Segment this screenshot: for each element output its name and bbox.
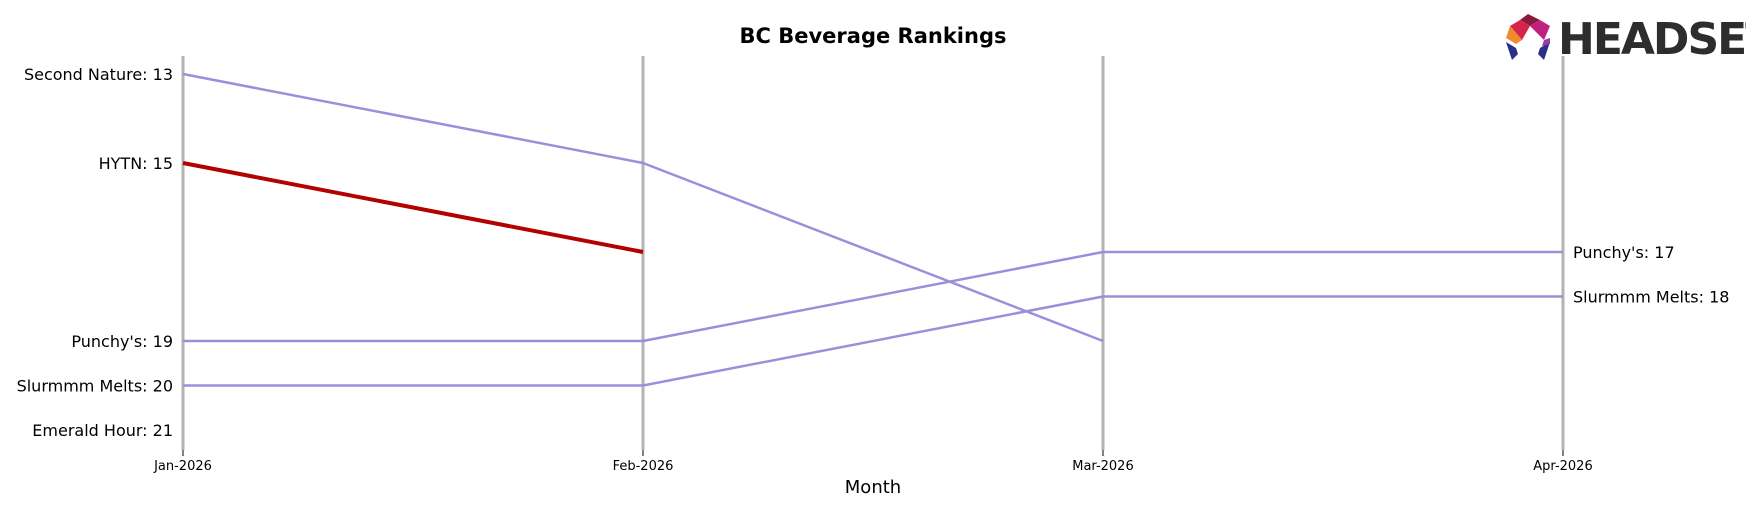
left-rank-label: Emerald Hour: 21: [32, 421, 173, 440]
headset-logo-icon: [1506, 14, 1550, 60]
x-tick-label: Apr-2026: [1533, 459, 1592, 474]
headset-logo-text: HEADSET: [1558, 14, 1746, 65]
x-tick-label: Jan-2026: [153, 459, 212, 474]
left-rank-labels: Second Nature: 13 HYTN: 15 Punchy's: 19 Slu…: [17, 65, 173, 440]
left-rank-label: HYTN: 15: [99, 154, 173, 173]
chart-title: BC Beverage Rankings: [740, 24, 1007, 48]
x-tick-label: Feb-2026: [613, 459, 674, 474]
series-line: [183, 295, 1563, 387]
series-lines: [182, 72, 1563, 387]
right-rank-label: Slurmmm Melts: 18: [1573, 288, 1729, 307]
series-line: [183, 250, 1563, 343]
right-rank-label: Punchy's: 17: [1573, 243, 1675, 262]
left-rank-label: Second Nature: 13: [24, 65, 173, 84]
x-axis-title: Month: [845, 477, 901, 498]
left-rank-label: Slurmmm Melts: 20: [17, 377, 173, 396]
left-rank-label: Punchy's: 19: [71, 332, 173, 351]
headset-logo: HEADSET: [1506, 14, 1746, 65]
right-rank-labels: Punchy's: 17 Slurmmm Melts: 18: [1573, 243, 1729, 307]
series-line: [182, 161, 644, 254]
x-tick-label: Mar-2026: [1072, 459, 1133, 474]
x-axis-ticks: Jan-2026 Feb-2026 Mar-2026 Apr-2026: [153, 450, 1593, 474]
